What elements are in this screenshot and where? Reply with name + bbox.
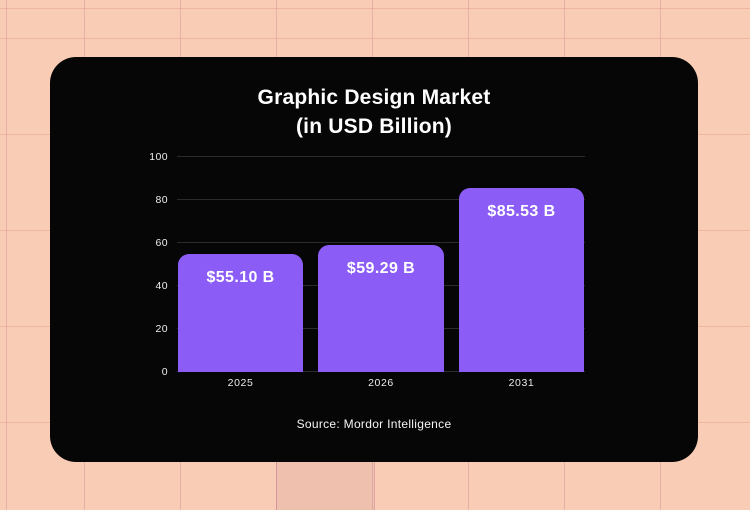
x-tick-label-2025: 2025 (227, 377, 254, 389)
chart-title-block: Graphic Design Market (in USD Billion) (50, 57, 698, 141)
y-tick-label-60: 60 (155, 237, 168, 249)
y-tick-label-20: 20 (155, 323, 168, 335)
bars-container: $55.10 B 2025 $59.29 B 2026 $85.53 B 2031 (177, 157, 585, 389)
y-tick-label-0: 0 (161, 366, 168, 378)
x-tick-label-2026: 2026 (368, 377, 394, 389)
source-text: Source: Mordor Intelligence (296, 417, 452, 431)
bar-2026: $59.29 B 2026 (318, 244, 444, 389)
bar-2031: $85.53 B 2031 (458, 188, 584, 389)
bar-value-label-2025: $55.10 B (206, 268, 275, 286)
gridline-60 (177, 242, 585, 243)
bar-value-label-2031: $85.53 B (487, 203, 556, 221)
bar-2025: $55.10 B 2025 (178, 253, 304, 389)
y-tick-label-100: 100 (149, 151, 168, 163)
x-tick-label-2031: 2031 (508, 377, 535, 389)
bar-value-label-2026: $59.29 B (346, 259, 416, 277)
plot-area: 0 20 40 60 80 100 $55.10 B 2025 $59.29 B 2026 $85… (149, 151, 585, 389)
gridline-80 (177, 199, 585, 200)
chart-card: Graphic Design Market (in USD Billion) 0… (50, 57, 698, 462)
y-tick-label-80: 80 (155, 194, 168, 206)
chart-title: Graphic Design Market (257, 86, 491, 109)
y-tick-label-40: 40 (155, 280, 168, 292)
gridline-100 (177, 156, 585, 157)
chart-subtitle: (in USD Billion) (295, 115, 452, 138)
